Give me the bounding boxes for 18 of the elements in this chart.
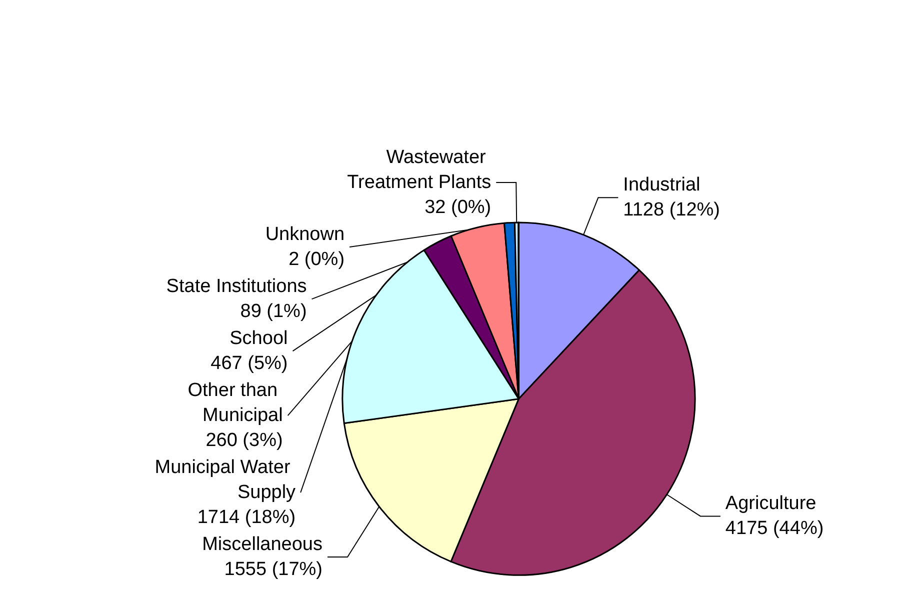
slice-label: State Institutions [166, 276, 307, 298]
data-label: 89 (1%) [240, 301, 307, 322]
data-label: 1555 (17%) [224, 559, 323, 580]
slice-label: Unknown [265, 224, 345, 246]
data-label: 260 (3%) [206, 430, 283, 452]
slice-label: School [230, 328, 288, 350]
slice-label: Agriculture [725, 493, 816, 514]
slice-label: Municipal Water Supply [154, 457, 296, 504]
slice-label: Industrial [623, 174, 700, 196]
data-label: 2 (0%) [288, 249, 345, 270]
data-label: 4175 (44%) [725, 518, 824, 540]
data-label: 467 (5%) [210, 353, 288, 374]
slice-label: Miscellaneous [202, 534, 323, 556]
slice-label: Wastewater Treatment Plants [347, 147, 492, 194]
slice-label: Other than Municipal [188, 380, 283, 426]
data-label: 1714 (18%) [197, 507, 296, 528]
data-label: 1128 (12%) [623, 200, 720, 221]
data-label: 32 (0%) [424, 197, 492, 218]
